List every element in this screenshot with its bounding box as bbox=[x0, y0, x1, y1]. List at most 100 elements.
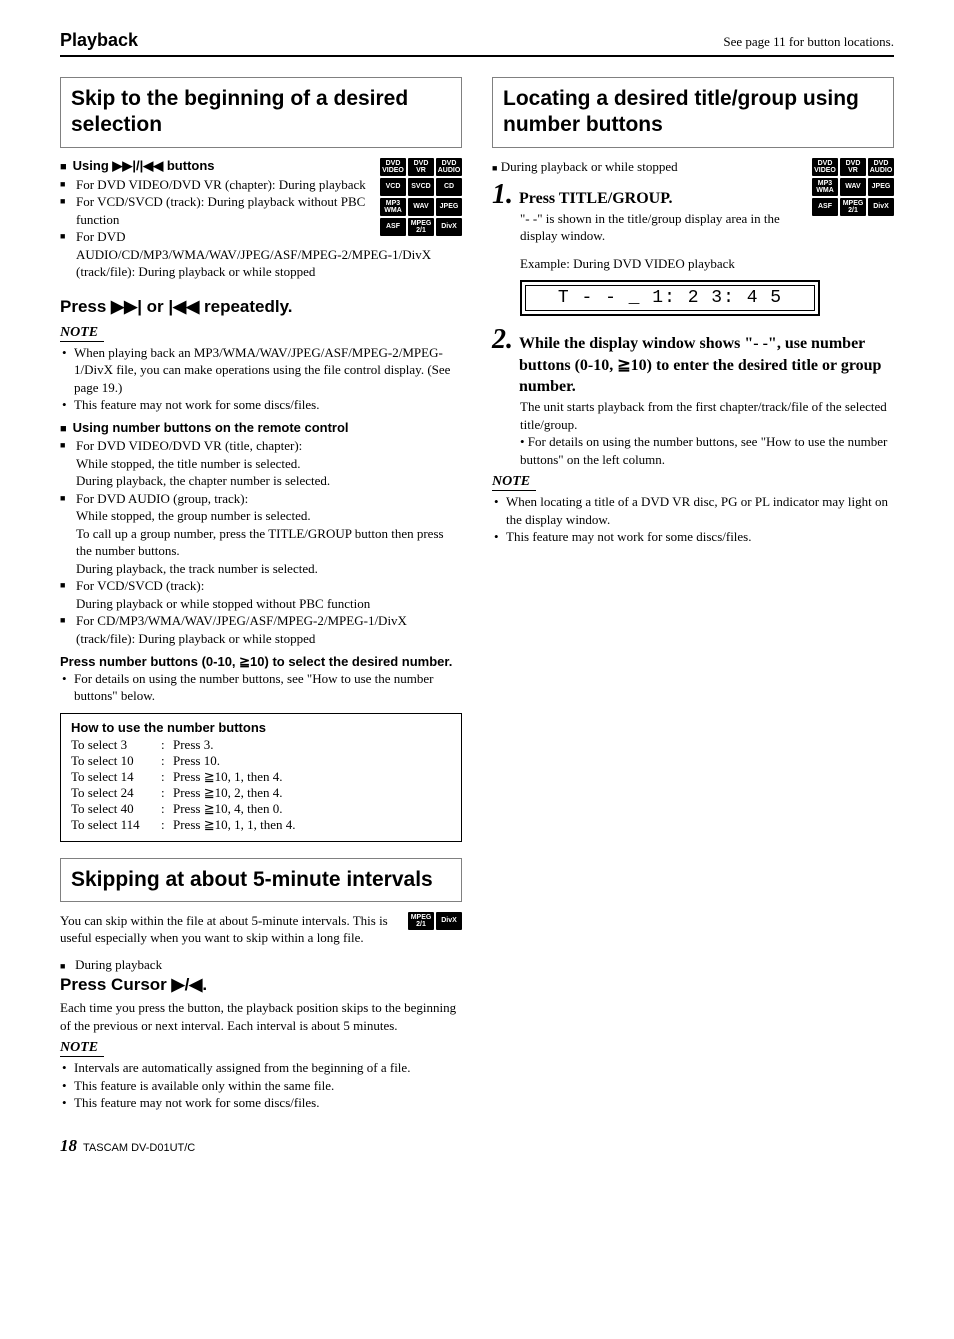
step-number: 1. bbox=[492, 181, 513, 209]
section2-intro: You can skip within the file at about 5-… bbox=[60, 912, 462, 947]
howto-right: Press 10. bbox=[173, 753, 220, 769]
howto-row: To select 14:Press ≧10, 1, then 4. bbox=[71, 769, 451, 785]
howto-title: How to use the number buttons bbox=[71, 720, 451, 735]
note-item: When locating a title of a DVD VR disc, … bbox=[492, 493, 894, 528]
right-column: Locating a desired title/group using num… bbox=[492, 77, 894, 1156]
howto-colon: : bbox=[161, 817, 173, 833]
press-cursor-body: Each time you press the button, the play… bbox=[60, 999, 462, 1034]
howto-left: To select 24 bbox=[71, 785, 161, 801]
section-title: Skipping at about 5-minute intervals bbox=[71, 867, 451, 893]
sub-heading-text: Using number buttons on the remote contr… bbox=[73, 420, 349, 435]
howto-row: To select 114:Press ≧10, 1, 1, then 4. bbox=[71, 817, 451, 833]
page-ref: See page 11 for button locations. bbox=[723, 34, 894, 50]
list-item: For CD/MP3/WMA/WAV/JPEG/ASF/MPEG-2/MPEG-… bbox=[60, 612, 462, 647]
section-title: Skip to the beginning of a desired selec… bbox=[71, 86, 451, 139]
format-icon: DVD AUDIO bbox=[868, 158, 894, 176]
note-item: For details on using the number buttons,… bbox=[60, 670, 462, 705]
left-column: Skip to the beginning of a desired selec… bbox=[60, 77, 462, 1156]
howto-colon: : bbox=[161, 737, 173, 753]
list-item: For DVD AUDIO (group, track): While stop… bbox=[60, 490, 462, 578]
section-title-box: Skip to the beginning of a desired selec… bbox=[60, 77, 462, 148]
note-list: When playing back an MP3/WMA/WAV/JPEG/AS… bbox=[60, 344, 462, 414]
step-body: The unit starts playback from the first … bbox=[520, 398, 894, 433]
note-item: This feature may not work for some discs… bbox=[60, 1094, 462, 1112]
note-list: When locating a title of a DVD VR disc, … bbox=[492, 493, 894, 546]
note-item: Intervals are automatically assigned fro… bbox=[60, 1059, 462, 1077]
skip-list: For DVD VIDEO/DVD VR (chapter): During p… bbox=[60, 176, 462, 281]
howto-right: Press ≧10, 4, then 0. bbox=[173, 801, 282, 817]
list-item: For DVD AUDIO/CD/MP3/WMA/WAV/JPEG/ASF/MP… bbox=[60, 228, 462, 281]
press-number-head: Press number buttons (0-10, ≧10) to sele… bbox=[60, 654, 462, 670]
format-icon: DVD AUDIO bbox=[436, 158, 462, 176]
format-icon-grid: DVD VIDEO DVD VR DVD AUDIO MP3 WMA WAV J… bbox=[812, 158, 894, 216]
howto-colon: : bbox=[161, 769, 173, 785]
section-title-box: Locating a desired title/group using num… bbox=[492, 77, 894, 148]
number-btn-list: For DVD VIDEO/DVD VR (title, chapter): W… bbox=[60, 437, 462, 648]
howto-left: To select 40 bbox=[71, 801, 161, 817]
note-label: NOTE bbox=[60, 325, 104, 342]
howto-right: Press ≧10, 1, 1, then 4. bbox=[173, 817, 295, 833]
list-item: For DVD VIDEO/DVD VR (chapter): During p… bbox=[60, 176, 462, 194]
format-icon-grid-small: MPEG 2/1 DivX bbox=[408, 912, 462, 930]
right-during-wrap: DVD VIDEO DVD VR DVD AUDIO MP3 WMA WAV J… bbox=[492, 158, 894, 245]
section2-intro-wrap: MPEG 2/1 DivX You can skip within the fi… bbox=[60, 912, 462, 947]
note-item: This feature may not work for some discs… bbox=[492, 528, 894, 546]
howto-right: Press ≧10, 2, then 4. bbox=[173, 785, 282, 801]
section-title: Locating a desired title/group using num… bbox=[503, 86, 883, 139]
format-icon: DVD VR bbox=[840, 158, 866, 176]
press-instruction: Press ▶▶| or |◀◀ repeatedly. bbox=[60, 297, 462, 317]
howto-row: To select 10:Press 10. bbox=[71, 753, 451, 769]
howto-colon: : bbox=[161, 785, 173, 801]
note-list: Intervals are automatically assigned fro… bbox=[60, 1059, 462, 1112]
format-icon: DVD VIDEO bbox=[812, 158, 838, 176]
howto-left: To select 114 bbox=[71, 817, 161, 833]
section-title-box: Skipping at about 5-minute intervals bbox=[60, 858, 462, 902]
step-text: While the display window shows "- -", us… bbox=[519, 333, 894, 398]
format-icon: MPEG 2/1 bbox=[840, 198, 866, 216]
during-text: During playback bbox=[75, 957, 162, 972]
list-item: For VCD/SVCD (track): During playback wi… bbox=[60, 193, 462, 228]
display-example: T - - _ 1: 2 3: 4 5 bbox=[520, 280, 894, 316]
page-header: Playback See page 11 for button location… bbox=[60, 30, 894, 57]
press-number-body-list: For details on using the number buttons,… bbox=[60, 670, 462, 705]
howto-right: Press 3. bbox=[173, 737, 213, 753]
note-label: NOTE bbox=[60, 1040, 104, 1057]
howto-colon: : bbox=[161, 753, 173, 769]
format-icon: MPEG 2/1 bbox=[408, 912, 434, 930]
press-cursor: Press Cursor ▶/◀. bbox=[60, 975, 462, 995]
step-1: 1. Press TITLE/GROUP. bbox=[492, 181, 806, 210]
format-icon: ASF bbox=[812, 198, 838, 216]
list-item: For VCD/SVCD (track): During playback or… bbox=[60, 577, 462, 612]
model-name: TASCAM DV-D01UT/C bbox=[83, 1142, 195, 1154]
note-item: When playing back an MP3/WMA/WAV/JPEG/AS… bbox=[60, 344, 462, 397]
format-icon: WAV bbox=[840, 178, 866, 196]
howto-left: To select 3 bbox=[71, 737, 161, 753]
howto-left: To select 14 bbox=[71, 769, 161, 785]
format-icon: DVD VIDEO bbox=[380, 158, 406, 176]
note-item: This feature may not work for some discs… bbox=[60, 396, 462, 414]
format-icon: DivX bbox=[868, 198, 894, 216]
skip-sub1-wrap: DVD VIDEO DVD VR DVD AUDIO VCD SVCD CD M… bbox=[60, 158, 462, 287]
during-text: During playback or while stopped bbox=[501, 159, 678, 174]
step-number: 2. bbox=[492, 326, 513, 354]
step-2: 2. While the display window shows "- -",… bbox=[492, 326, 894, 398]
page-footer: 18 TASCAM DV-D01UT/C bbox=[60, 1136, 462, 1156]
list-item: For DVD VIDEO/DVD VR (title, chapter): W… bbox=[60, 437, 462, 490]
howto-row: To select 24:Press ≧10, 2, then 4. bbox=[71, 785, 451, 801]
howto-row: To select 3:Press 3. bbox=[71, 737, 451, 753]
sub-heading: ■Using number buttons on the remote cont… bbox=[60, 420, 462, 435]
section-name: Playback bbox=[60, 30, 138, 51]
format-icon: DivX bbox=[436, 912, 462, 930]
format-icon: DVD VR bbox=[408, 158, 434, 176]
note-item: This feature is available only within th… bbox=[60, 1077, 462, 1095]
howto-box: How to use the number buttons To select … bbox=[60, 713, 462, 842]
content-columns: Skip to the beginning of a desired selec… bbox=[60, 77, 894, 1156]
during-playback: ■ During playback bbox=[60, 957, 462, 973]
howto-right: Press ≧10, 1, then 4. bbox=[173, 769, 282, 785]
howto-row: To select 40:Press ≧10, 4, then 0. bbox=[71, 801, 451, 817]
howto-left: To select 10 bbox=[71, 753, 161, 769]
note-label: NOTE bbox=[492, 474, 536, 491]
display-value: T - - _ 1: 2 3: 4 5 bbox=[525, 285, 815, 311]
display-frame: T - - _ 1: 2 3: 4 5 bbox=[520, 280, 820, 316]
format-icon: MP3 WMA bbox=[812, 178, 838, 196]
